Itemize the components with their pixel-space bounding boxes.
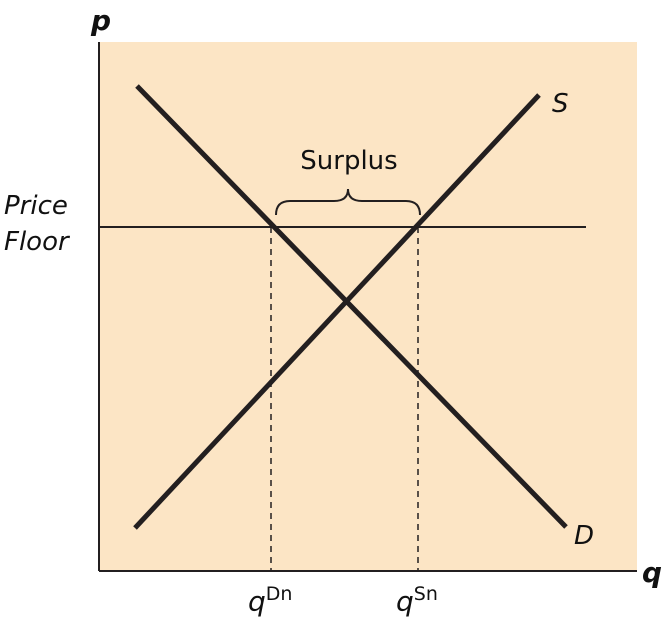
plot-area <box>99 42 637 571</box>
supply-label: S <box>552 89 569 119</box>
qs-label: qSn <box>396 583 438 618</box>
supply-curve <box>133 93 541 530</box>
y-axis-label: p <box>90 4 111 37</box>
surplus-brace <box>275 188 421 216</box>
demand-label: D <box>574 521 594 551</box>
price-floor-label-line2: Floor <box>4 227 71 257</box>
surplus-label: Surplus <box>300 146 397 176</box>
demand-curve <box>135 84 568 529</box>
x-axis-label: q <box>642 556 662 589</box>
qd-label: qDn <box>248 583 292 618</box>
price-floor-label-line1: Price <box>4 191 68 221</box>
